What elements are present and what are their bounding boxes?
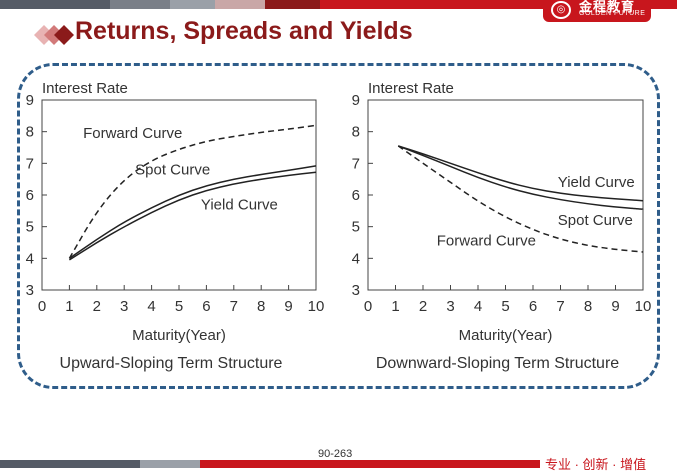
bottom-color-bar [0,460,540,468]
spot-curve-label: Spot Curve [558,212,633,229]
x-tick-label: 4 [147,298,155,315]
spot-curve-label: Spot Curve [135,161,210,178]
logo-mark-icon: ◎ [551,1,571,19]
y-tick-label: 9 [26,92,34,109]
x-tick-label: 3 [120,298,128,315]
y-tick-label: 6 [352,187,360,204]
y-tick-label: 8 [352,124,360,141]
x-tick-label: 0 [38,298,46,315]
slogan-text: 专业 · 创新 · 增值 [545,457,647,472]
x-axis-label: Maturity(Year) [459,327,553,344]
yield-curve-line [398,145,644,202]
x-tick-label: 1 [391,298,399,315]
upward-chart: 3 4 5 6 7 8 9 0 1 2 3 4 5 6 7 8 9 10 Interest Rate Maturity… [26,80,325,372]
logo-chinese-text: 金程教育 [579,0,636,14]
yield-curve-label: Yield Curve [558,174,635,191]
x-tick-label: 2 [419,298,427,315]
spot-curve-line [397,145,644,210]
charts-frame [17,63,660,389]
plot-area [367,99,644,291]
x-tick-label: 6 [529,298,537,315]
page-title: Returns, Spreads and Yields [75,17,413,45]
y-tick-label: 7 [352,155,360,172]
logo-english-text: GOLDEN FUTURE [579,10,646,17]
y-tick-label: 3 [26,282,34,299]
y-axis-label: Interest Rate [368,80,454,97]
y-tick-label: 7 [26,155,34,172]
y-tick-label: 5 [26,219,34,236]
x-tick-label: 7 [556,298,564,315]
x-tick-label: 5 [501,298,509,315]
x-axis-label: Maturity(Year) [132,327,226,344]
y-axis-label: Interest Rate [42,80,128,97]
x-tick-label: 10 [635,298,652,315]
y-tick-label: 4 [26,250,34,267]
x-tick-label: 8 [584,298,592,315]
x-tick-label: 7 [230,298,238,315]
x-tick-label: 0 [364,298,372,315]
spot-curve-line [68,165,317,259]
x-tick-label: 4 [474,298,482,315]
brand-logo: ◎ 金程教育 GOLDEN FUTURE [543,0,651,22]
x-tick-label: 2 [93,298,101,315]
page-number: 90-263 [318,448,353,460]
x-tick-label: 5 [175,298,183,315]
forward-curve-label: Forward Curve [83,125,182,142]
x-tick-label: 10 [308,298,325,315]
y-tick-label: 6 [26,187,34,204]
y-tick-label: 4 [352,250,360,267]
x-tick-label: 6 [202,298,210,315]
y-tick-label: 5 [352,219,360,236]
chart-caption: Upward-Sloping Term Structure [60,355,283,372]
top-color-bar [0,0,677,9]
downward-chart: 3 4 5 6 7 8 9 0 1 2 3 4 5 6 7 8 9 10 Interest Rate Maturity… [352,80,652,372]
x-tick-label: 8 [257,298,265,315]
forward-curve-line [397,145,644,253]
x-tick-label: 3 [446,298,454,315]
yield-curve-line [68,171,317,261]
chart-caption: Downward-Sloping Term Structure [376,355,619,372]
y-tick-label: 3 [352,282,360,299]
title-bullet-icon [34,25,74,45]
y-tick-label: 8 [26,124,34,141]
x-tick-label: 1 [65,298,73,315]
y-tick-label: 9 [352,92,360,109]
yield-curve-label: Yield Curve [201,196,278,213]
x-tick-label: 9 [611,298,619,315]
forward-curve-line [68,124,317,259]
forward-curve-label: Forward Curve [437,233,536,250]
x-tick-label: 9 [284,298,292,315]
